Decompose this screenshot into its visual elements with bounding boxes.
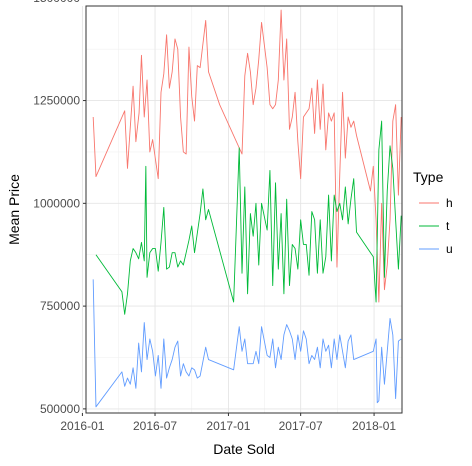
- x-tick-label: 2018-01: [352, 419, 396, 433]
- legend: Type htu: [413, 169, 453, 256]
- y-axis-title: Mean Price: [6, 174, 22, 245]
- x-tick-label: 2017-07: [279, 419, 323, 433]
- panel-border: [85, 5, 403, 414]
- axis-ticks: [81, 100, 375, 416]
- axis-tick-labels: 500000 750000 1000000 1250000 1500000 2016-01…: [33, 0, 396, 433]
- grid-minor-lines: [86, 6, 402, 413]
- x-tick-label: 2017-01: [206, 419, 250, 433]
- x-tick-label: 2016-07: [133, 419, 177, 433]
- legend-label-u: u: [446, 242, 453, 256]
- series-layer: [92, 9, 402, 408]
- legend-label-h: h: [446, 196, 453, 210]
- y-tick-label: 500000: [40, 402, 80, 416]
- series-line-u: [92, 279, 402, 408]
- y-tick-label: 750000: [40, 299, 80, 313]
- x-axis-title: Date Sold: [213, 441, 274, 457]
- legend-title: Type: [413, 169, 444, 185]
- series-line-t: [95, 120, 402, 315]
- y-tick-label: 1500000: [33, 0, 80, 5]
- y-tick-label: 1250000: [33, 94, 80, 108]
- x-tick-label: 2016-01: [60, 419, 104, 433]
- series-line-h: [92, 9, 402, 303]
- y-tick-label: 1000000: [33, 196, 80, 210]
- legend-label-t: t: [446, 219, 450, 233]
